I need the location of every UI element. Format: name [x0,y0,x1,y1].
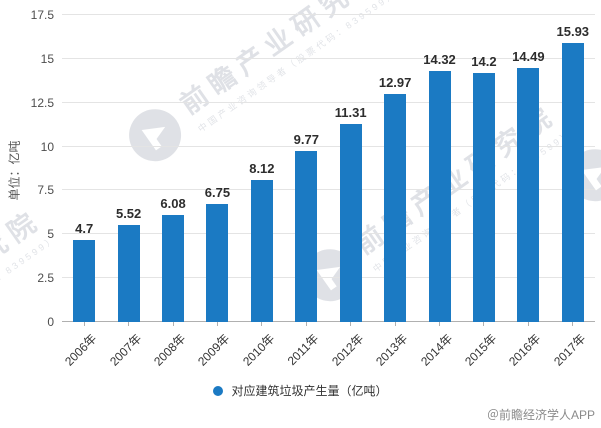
gridline [62,233,595,235]
y-tick-label: 5 [47,227,54,242]
bar [162,215,185,322]
x-tick-mark [128,322,130,326]
y-axis-tick-labels: 0 2.5 5 7.5 10 12.5 15 17.5 [0,8,54,329]
x-axis-line [62,321,595,322]
gridline [62,189,595,191]
y-tick-label: 12.5 [30,95,54,110]
x-tick-mark [527,322,529,326]
x-tick-mark [439,322,441,326]
legend-label: 对应建筑垃圾产生量（亿吨） [231,384,388,398]
bar [472,72,495,322]
gridline [62,145,595,147]
bar-value-label: 14.2 [471,53,497,69]
bar-value-label: 14.32 [423,51,456,67]
y-tick-label: 0 [47,315,54,329]
bar [206,203,229,322]
bar-value-label: 14.49 [512,48,545,64]
x-tick-mark [172,322,174,326]
x-tick-mark [350,322,352,326]
y-tick-label: 7.5 [37,183,54,198]
plot-area: 4.7 2006年 5.52 2007年 6.08 2008年 6.75 2009年 8.12 2… [62,14,595,369]
gridline [62,101,595,103]
gridline [62,14,595,15]
bar-value-label: 12.97 [378,75,412,91]
bar [117,225,140,322]
bar [428,70,451,322]
bar-value-label: 6.08 [160,196,186,212]
gridline [62,277,595,279]
x-tick-label: 2006年 [62,331,100,369]
bar [250,179,273,322]
bar [384,94,407,322]
x-tick-mark [572,322,574,326]
bar-value-label: 15.93 [556,23,590,39]
y-tick-label: 2.5 [37,271,54,286]
x-tick-mark [305,322,307,326]
y-tick-label: 17.5 [30,8,54,22]
x-tick-mark [83,322,85,326]
source-credit: ＠前瞻经济学人APP [486,408,595,422]
bar [517,67,540,322]
gridline [62,57,595,59]
bar-value-label: 4.7 [75,220,94,236]
bar-value-label: 9.77 [293,131,319,147]
legend-marker-icon [213,385,224,396]
x-tick-mark [483,322,485,326]
y-tick-label: 15 [40,51,54,66]
legend: 对应建筑垃圾产生量（亿吨） [0,382,601,399]
bar-value-label: 5.52 [115,206,142,222]
x-tick-mark [261,322,263,326]
bar-value-label: 11.31 [334,104,367,120]
bar [339,123,362,322]
bar-value-label: 6.75 [204,184,231,200]
bar [295,150,318,322]
x-tick-mark [216,322,218,326]
x-tick-mark [394,322,396,326]
bar [561,42,584,322]
bar-value-label: 8.12 [249,160,275,176]
bar [73,239,96,322]
y-tick-label: 10 [40,139,54,154]
